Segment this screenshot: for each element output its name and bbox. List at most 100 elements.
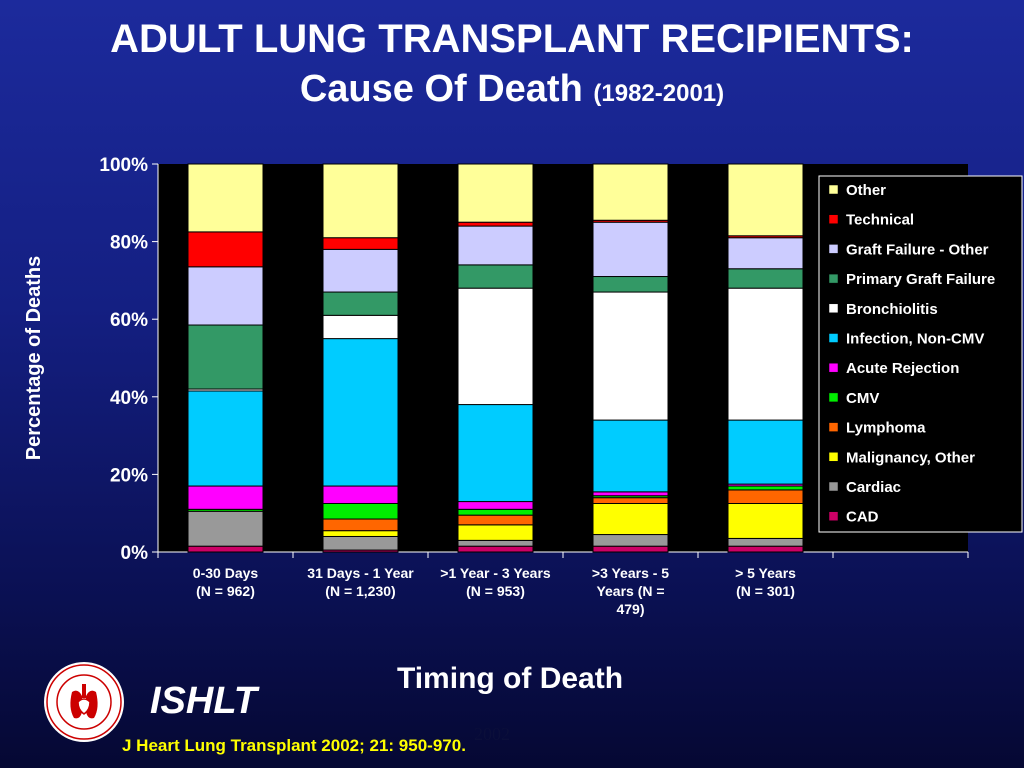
legend-label: CAD xyxy=(846,509,879,526)
legend-swatch xyxy=(828,422,839,432)
bar-segment xyxy=(457,163,534,223)
bar-segment xyxy=(322,314,399,340)
legend xyxy=(818,175,1023,533)
x-tick-label: 479) xyxy=(616,601,644,617)
bar-segment xyxy=(322,237,399,250)
legend-swatch xyxy=(828,244,839,254)
y-tick-label: 20% xyxy=(110,465,148,486)
legend-swatch xyxy=(828,511,839,521)
bar-segment xyxy=(457,501,534,510)
year-overlay: 2002 xyxy=(474,724,510,744)
bar-segment xyxy=(457,404,534,503)
bar-segment xyxy=(187,390,264,487)
legend-label: Infection, Non-CMV xyxy=(846,331,984,348)
y-tick-label: 80% xyxy=(110,233,148,254)
bar-segment xyxy=(322,518,399,532)
title-main: Cause Of Death xyxy=(299,68,583,110)
bar-segment xyxy=(187,485,264,510)
legend-label: Cardiac xyxy=(846,479,901,496)
bar-segment xyxy=(592,497,669,504)
bar-segment xyxy=(592,491,669,497)
bar-segment xyxy=(322,338,399,487)
bar-segment xyxy=(727,545,804,553)
bar-segment xyxy=(457,225,534,266)
bar-segment xyxy=(727,485,804,491)
ishlt-brand: ISHLT xyxy=(150,680,257,722)
legend-label: Graft Failure - Other xyxy=(846,241,989,258)
bar-segment xyxy=(457,514,534,526)
x-tick-label: 0-30 Days xyxy=(193,565,259,581)
bar-segment xyxy=(727,537,804,547)
bar-segment xyxy=(592,163,669,221)
x-tick-label: >1 Year - 3 Years xyxy=(440,565,551,581)
x-tick-label: (N = 1,230) xyxy=(325,583,395,599)
bar-segment xyxy=(592,276,669,293)
bar-segment xyxy=(457,524,534,541)
x-tick-label: (N = 953) xyxy=(466,583,525,599)
x-tick-label: Years (N = xyxy=(596,583,664,599)
legend-swatch xyxy=(828,184,839,195)
legend-label: Technical xyxy=(846,212,914,229)
title-line-2: Cause Of Death (1982-2001) xyxy=(0,64,1024,119)
y-tick-label: 100% xyxy=(99,155,148,176)
legend-label: Acute Rejection xyxy=(846,360,959,377)
y-tick-label: 40% xyxy=(110,388,148,409)
bar-segment xyxy=(187,324,264,390)
bar-segment xyxy=(457,508,534,516)
bar-segment xyxy=(457,264,534,289)
bar-segment xyxy=(592,291,669,421)
legend-swatch xyxy=(828,273,839,284)
legend-label: CMV xyxy=(846,390,879,407)
bar-segment xyxy=(727,503,804,539)
x-tick-label: (N = 301) xyxy=(736,583,795,599)
legend-label: Lymphoma xyxy=(846,420,926,437)
stacked-bar-chart: 0% 20% 40% 60% 80% 100% Percentage of Deaths 0-… xyxy=(23,155,1023,617)
x-tick-label: > 5 Years xyxy=(735,565,796,581)
bar-segment xyxy=(592,545,669,553)
bar-segment xyxy=(322,248,399,293)
bar-segment xyxy=(727,268,804,289)
bar-segment xyxy=(727,419,804,485)
bar-segment xyxy=(457,287,534,406)
y-tick-label: 60% xyxy=(110,310,148,331)
legend-swatch xyxy=(828,362,839,373)
legend-swatch xyxy=(828,392,839,403)
bar-segment xyxy=(322,535,399,551)
y-axis-title: Percentage of Deaths xyxy=(23,256,45,461)
bar-segment xyxy=(457,221,534,227)
title-years: (1982-2001) xyxy=(593,80,725,107)
bar-segment xyxy=(727,237,804,270)
bar-segment xyxy=(322,291,399,316)
bar-segment xyxy=(592,503,669,536)
ishlt-logo xyxy=(44,662,124,742)
legend-swatch xyxy=(828,214,839,224)
bar-segment xyxy=(457,545,534,553)
legend-swatch xyxy=(828,303,839,314)
bar-segment xyxy=(727,287,804,421)
bar-segment xyxy=(592,534,669,547)
citation: J Heart Lung Transplant 2002; 21: 950-97… xyxy=(122,736,466,755)
bar-segment xyxy=(187,545,264,553)
bar-segment xyxy=(592,221,669,278)
bar-segment xyxy=(592,419,669,493)
legend-swatch xyxy=(828,452,839,462)
legend-swatch xyxy=(828,333,839,343)
bar-segment xyxy=(322,530,399,537)
bar-segment xyxy=(322,503,399,520)
y-tick-label: 0% xyxy=(121,543,149,564)
title-line-1: ADULT LUNG TRANSPLANT RECIPIENTS: xyxy=(110,17,914,61)
legend-label: Other xyxy=(846,182,886,199)
bar-segment xyxy=(322,485,399,505)
x-axis-title: Timing of Death xyxy=(396,662,624,695)
slide-title: ADULT LUNG TRANSPLANT RECIPIENTS: Cause … xyxy=(0,14,1024,119)
bar-segment xyxy=(187,266,264,326)
bar-segment xyxy=(187,231,264,268)
bar-segment xyxy=(457,539,534,547)
bar-segment xyxy=(322,163,399,239)
legend-swatch xyxy=(828,481,839,492)
legend-label: Malignancy, Other xyxy=(846,449,975,466)
x-tick-label: (N = 962) xyxy=(196,583,255,599)
x-tick-label: 31 Days - 1 Year xyxy=(307,565,414,581)
bar-segment xyxy=(727,489,804,505)
legend-label: Bronchiolitis xyxy=(846,301,938,318)
